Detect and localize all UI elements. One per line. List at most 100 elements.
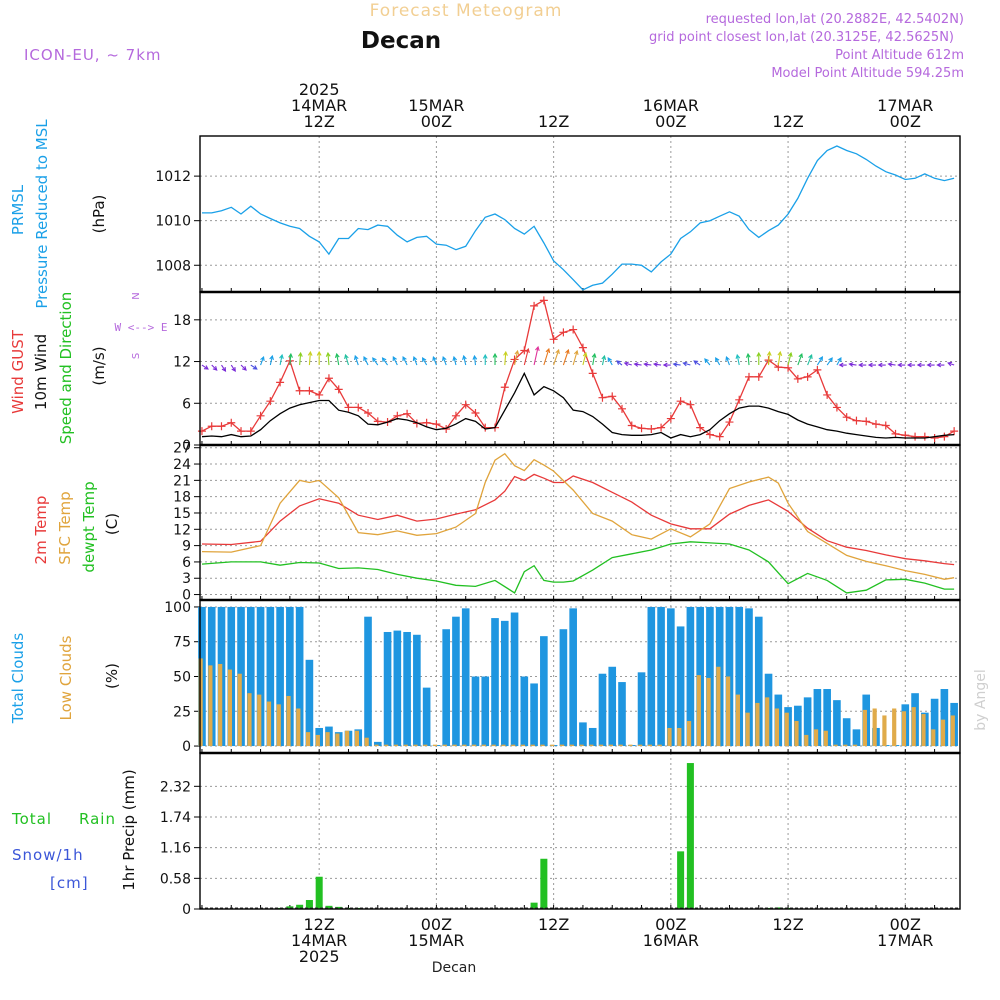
wind-direction-arrow	[838, 362, 847, 368]
total-cloud-bar	[686, 606, 695, 747]
gust-marker	[813, 365, 822, 374]
gust-marker	[256, 411, 265, 420]
total-cloud-bar	[266, 606, 275, 747]
pressure-unit: (hPa)	[90, 195, 108, 234]
top-time-label: 14MAR	[291, 96, 347, 115]
total-cloud-bar	[706, 606, 714, 747]
low-cloud-bar	[472, 744, 477, 747]
wind-direction-arrow	[797, 352, 803, 366]
wind-direction-arrow	[230, 364, 236, 372]
total-cloud-bar	[676, 626, 685, 747]
wind-direction-arrow	[402, 355, 408, 366]
gust-marker	[461, 400, 470, 409]
gust-marker	[647, 425, 656, 434]
gust-marker	[862, 417, 871, 426]
wind-direction-arrow	[704, 358, 711, 366]
dewpt-label: dewpt Temp	[80, 481, 98, 572]
y-tick-label: 18	[173, 490, 191, 506]
rain-label: Rain	[79, 810, 116, 828]
wind-direction-arrow	[472, 354, 478, 366]
wind-direction-arrow	[858, 362, 867, 368]
low-cloud-bar	[647, 744, 653, 747]
wind-direction-arrow	[269, 354, 274, 366]
wind-direction-arrow	[503, 350, 508, 366]
low-cloud-bar	[765, 697, 770, 747]
gust-marker	[735, 395, 744, 404]
gust-marker	[403, 409, 412, 418]
gust-marker	[549, 335, 558, 344]
wind-direction-arrow	[607, 357, 613, 366]
wind-direction-arrow	[325, 351, 331, 366]
low-cloud-bar	[892, 708, 897, 747]
total-cloud-bar	[745, 608, 753, 747]
gust-marker	[500, 383, 509, 392]
series-dewpt-temp	[201, 541, 955, 594]
sfc-temp-label: SFC Temp	[56, 491, 74, 564]
wind-direction-arrow	[442, 355, 447, 366]
y-tick-label: 100	[164, 600, 191, 616]
low-cloud-bar	[618, 744, 623, 747]
total-cloud-bar	[598, 673, 607, 747]
wind-direction-arrow	[462, 354, 467, 366]
low-cloud-bar	[491, 744, 496, 747]
low-cloud-bar	[354, 730, 360, 747]
top-time-label: 12Z	[304, 112, 335, 131]
gust-marker	[598, 393, 607, 402]
gust-marker	[803, 372, 812, 381]
y-tick-label: 12	[173, 355, 191, 371]
low-cloud-bar	[266, 701, 272, 747]
total-cloud-bar	[500, 620, 509, 747]
bottom-time-label: 17MAR	[877, 931, 933, 950]
total-cloud-bar	[579, 722, 587, 747]
top-time-label: 00Z	[890, 112, 921, 131]
wind-direction-arrow	[735, 353, 741, 366]
pressure-msl-label: Pressure Reduced to MSL	[33, 119, 51, 309]
series-wind-gust	[201, 299, 955, 439]
rain-bar	[677, 851, 685, 909]
total-cloud-bar	[413, 634, 421, 747]
wind-direction-arrow	[936, 362, 945, 368]
low-cloud-bar	[628, 744, 633, 747]
total-cloud-bar	[510, 612, 519, 747]
low-cloud-bar	[843, 744, 848, 747]
low-cloud-bar	[735, 694, 740, 747]
clouds-panel: 0 25 50 75 100	[164, 599, 961, 755]
gust-marker	[305, 386, 314, 395]
gust-marker	[227, 418, 236, 427]
wind-direction-arrow	[633, 362, 642, 367]
series-prmsl	[202, 145, 955, 291]
compass-north: N	[131, 292, 142, 299]
wind-frame	[199, 291, 961, 446]
super-title: Forecast Meteogram	[370, 1, 563, 21]
gust-marker	[618, 404, 627, 413]
total-cloud-bar	[461, 608, 470, 747]
gust-marker	[364, 409, 373, 418]
watermark: by Angel	[973, 669, 989, 730]
low-cloud-bar	[745, 712, 750, 747]
top-time-label: 00Z	[655, 112, 686, 131]
gust-marker	[705, 430, 714, 439]
wind-direction-arrow	[201, 364, 209, 370]
wind-direction-arrow	[672, 362, 681, 367]
gust-label: Wind GUST	[9, 329, 27, 414]
total-cloud-bar	[403, 631, 411, 747]
wind-direction-arrow	[250, 364, 258, 370]
gust-marker	[539, 296, 548, 305]
bottom-time-label: 12Z	[304, 915, 335, 934]
wind-dir-label: Speed and Direction	[57, 292, 75, 445]
total-cloud-bar	[569, 608, 577, 747]
top-time-label: 2025	[299, 80, 340, 99]
series-sfc-temp	[201, 452, 955, 580]
gust-marker	[530, 301, 539, 310]
total-cloud-bar	[559, 629, 568, 747]
low-cloud-bar	[335, 733, 340, 747]
gust-marker	[823, 390, 832, 399]
wind-direction-arrow	[279, 353, 284, 366]
low-cloud-bar	[520, 744, 526, 747]
rain-bar	[774, 907, 782, 909]
bottom-time-label: 15MAR	[408, 931, 464, 950]
gust-marker	[637, 424, 646, 433]
precip-unit: 1hr Precip (mm)	[120, 769, 138, 890]
low-cloud-bar	[384, 744, 389, 747]
total-cloud-bar	[246, 606, 255, 747]
